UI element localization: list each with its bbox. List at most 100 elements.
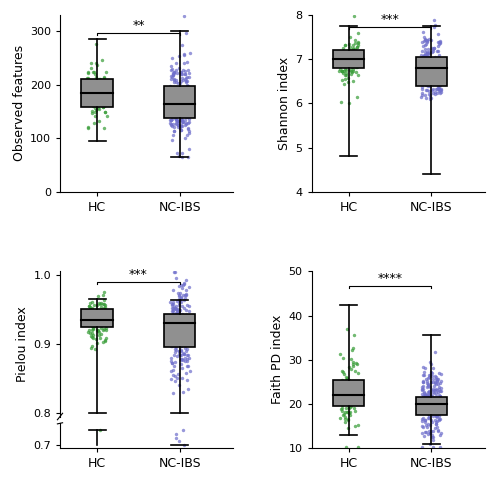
Point — [84, 69, 92, 77]
Point — [428, 45, 436, 53]
Point — [434, 42, 442, 50]
Point — [420, 368, 428, 376]
Point — [348, 358, 356, 366]
Point — [168, 104, 175, 112]
Point — [430, 408, 438, 416]
Point — [436, 392, 444, 400]
Point — [418, 63, 426, 71]
Point — [340, 370, 348, 378]
Point — [92, 91, 100, 99]
Point — [168, 83, 176, 91]
Point — [174, 117, 182, 124]
Point — [178, 325, 186, 333]
Point — [420, 76, 428, 84]
Point — [168, 323, 176, 331]
Point — [351, 36, 359, 44]
Point — [92, 40, 100, 48]
Point — [173, 89, 181, 97]
Point — [171, 342, 179, 350]
Point — [97, 89, 105, 97]
Point — [420, 54, 428, 62]
Point — [184, 338, 192, 346]
Point — [426, 49, 434, 57]
Point — [425, 75, 433, 83]
Point — [184, 357, 192, 365]
Point — [424, 82, 432, 90]
Point — [181, 357, 189, 365]
Point — [352, 51, 360, 59]
Point — [170, 123, 178, 131]
Point — [418, 91, 426, 99]
Point — [86, 88, 94, 96]
Point — [92, 106, 100, 114]
Point — [181, 318, 189, 326]
Point — [182, 58, 190, 66]
Point — [178, 356, 186, 364]
Point — [167, 86, 175, 94]
Point — [173, 339, 181, 347]
Point — [421, 36, 429, 44]
Point — [184, 332, 192, 340]
Point — [432, 412, 440, 420]
Point — [434, 75, 442, 83]
Point — [430, 396, 438, 404]
Point — [425, 35, 433, 43]
Point — [424, 50, 432, 58]
Point — [338, 67, 346, 75]
Point — [436, 383, 444, 391]
Point — [422, 428, 430, 436]
Point — [429, 80, 437, 88]
Point — [166, 339, 174, 347]
Point — [418, 70, 426, 78]
Point — [430, 21, 438, 29]
Point — [89, 97, 97, 105]
Point — [422, 69, 430, 77]
Point — [432, 71, 440, 79]
Point — [170, 322, 178, 330]
Point — [168, 320, 175, 328]
Point — [184, 85, 192, 93]
Point — [432, 392, 440, 400]
Point — [346, 395, 354, 403]
Point — [167, 75, 175, 83]
Point — [184, 363, 192, 371]
Point — [347, 67, 355, 75]
Point — [185, 307, 193, 315]
Point — [92, 345, 100, 353]
Point — [343, 374, 351, 381]
Point — [98, 315, 106, 323]
Point — [179, 281, 187, 289]
Point — [420, 403, 428, 411]
Point — [172, 66, 180, 74]
Point — [183, 322, 191, 330]
Point — [178, 360, 186, 368]
Point — [168, 109, 175, 117]
Point — [168, 116, 176, 124]
Point — [426, 358, 434, 366]
Point — [182, 333, 190, 341]
Point — [178, 356, 186, 364]
Point — [436, 87, 444, 95]
Bar — [82, 309, 113, 327]
Point — [88, 304, 96, 312]
Point — [422, 86, 430, 94]
Point — [345, 404, 353, 412]
Point — [421, 51, 429, 59]
Point — [346, 403, 354, 411]
Point — [94, 331, 102, 339]
Point — [420, 37, 428, 45]
Point — [424, 381, 432, 389]
Point — [336, 405, 344, 413]
Point — [434, 395, 442, 403]
Point — [180, 318, 188, 326]
Point — [184, 66, 192, 74]
Point — [346, 43, 354, 51]
Y-axis label: Pielou index: Pielou index — [16, 306, 29, 382]
Point — [421, 70, 429, 78]
Point — [348, 48, 356, 56]
Point — [352, 380, 360, 388]
Point — [342, 376, 350, 384]
Point — [420, 405, 428, 413]
Point — [180, 104, 188, 112]
Point — [426, 73, 434, 81]
